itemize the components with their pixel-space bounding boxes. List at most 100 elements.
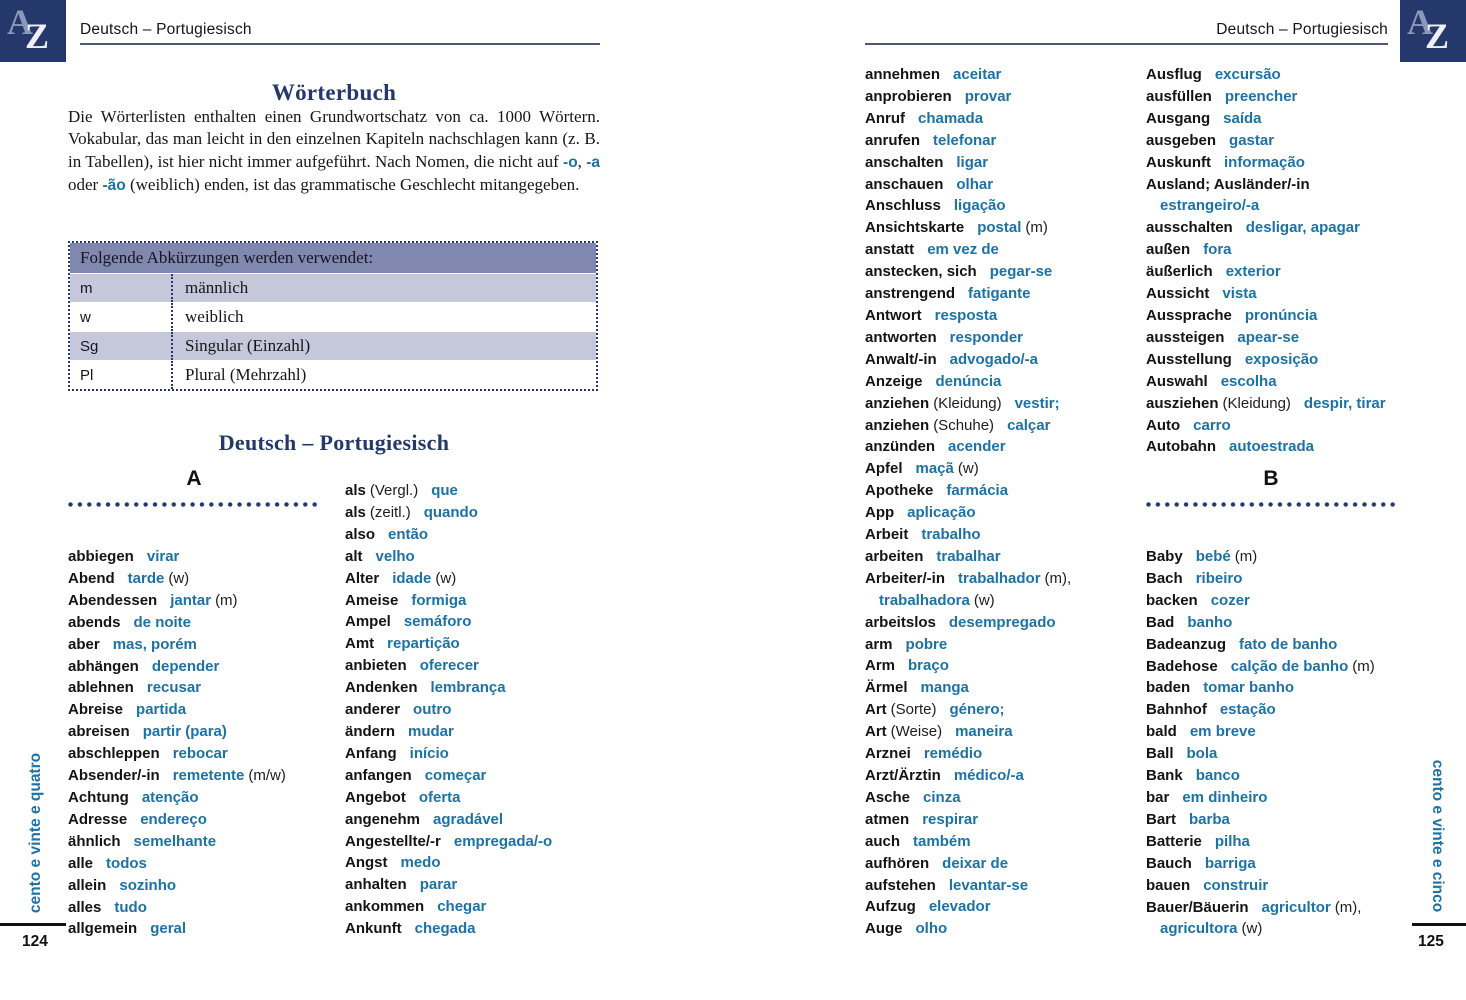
dictionary-entry: Bauer/Bäuerin agricultor (m), <box>1146 897 1402 919</box>
german-word: abends <box>68 613 121 631</box>
dictionary-entry: außen fora <box>1146 239 1402 261</box>
dictionary-entry: ablehnen recusar <box>68 677 320 699</box>
german-word: anfangen <box>345 766 412 784</box>
portuguese-translation: chegada <box>414 920 476 938</box>
dictionary-entry: Arzt/Ärztin médico/-a <box>865 765 1121 787</box>
german-word: anrufen <box>865 131 921 149</box>
portuguese-translation: recusar <box>146 679 202 697</box>
dictionary-entry: Arbeiter/-in trabalhador (m), <box>865 568 1121 590</box>
portuguese-translation: estação <box>1219 701 1276 719</box>
portuguese-translation: agradável <box>433 810 504 828</box>
dictionary-entry: äußerlich exterior <box>1146 261 1402 283</box>
german-word: abhängen <box>68 657 139 675</box>
portuguese-translation: bola <box>1186 745 1218 763</box>
logo-letter-z: Z <box>25 16 50 56</box>
german-word: allgemein <box>68 920 138 938</box>
dictionary-entry: atmen respirar <box>865 809 1121 831</box>
meaning-cell: Plural (Mehrzahl) <box>185 365 307 384</box>
abbr-cell: Pl <box>70 361 173 389</box>
portuguese-translation: responder <box>949 328 1024 346</box>
german-word: Ankunft <box>345 920 402 938</box>
portuguese-translation: vista <box>1222 285 1257 303</box>
portuguese-translation: chamada <box>918 109 984 127</box>
german-word: ablehnen <box>68 679 134 697</box>
abbr-cell: m <box>70 274 173 302</box>
dictionary-entry: Arznei remédio <box>865 743 1121 765</box>
dictionary-entry: auch também <box>865 831 1121 853</box>
portuguese-translation: velho <box>375 547 415 565</box>
german-word: Absender/-in <box>68 767 160 785</box>
dictionary-entry: Baby bebé (m) <box>1146 546 1402 568</box>
german-word: als <box>345 503 366 521</box>
portuguese-translation: tudo <box>114 898 147 916</box>
german-word: arm <box>865 635 893 653</box>
gender-suffix-accent: -o <box>563 153 578 171</box>
dictionary-entry: Andenken lembrança <box>345 677 601 699</box>
dictionary-entry: anbieten oferecer <box>345 655 601 677</box>
side-page-label-left: cento e vinte e quatro <box>27 752 44 914</box>
dictionary-entry: Abendessen jantar (m) <box>68 590 320 612</box>
german-word: Bank <box>1146 767 1183 785</box>
abbr-cell: w <box>70 303 173 331</box>
dictionary-entry: Abend tarde (w) <box>68 568 320 590</box>
meaning-cell: weiblich <box>185 307 244 326</box>
german-word: außen <box>1146 241 1191 259</box>
dictionary-entry: als (zeitl.) quando <box>345 502 601 524</box>
dictionary-entry: anzünden acender <box>865 436 1121 458</box>
portuguese-translation: maçã <box>915 460 954 478</box>
dictionary-entry: Ausland; Ausländer/-in <box>1146 174 1402 196</box>
portuguese-translation: apear-se <box>1237 328 1300 346</box>
german-word: Angebot <box>345 788 406 806</box>
dictionary-entry: Bahnhof estação <box>1146 699 1402 721</box>
gender-note: (w) <box>957 460 979 478</box>
dictionary-entry: Antwort resposta <box>865 305 1121 327</box>
dictionary-entry: aber mas, porém <box>68 634 320 656</box>
german-word: arbeiten <box>865 547 924 565</box>
usage-note: (Kleidung) <box>933 394 1002 412</box>
portuguese-translation: pobre <box>905 635 948 653</box>
german-word: bauen <box>1146 876 1191 894</box>
header-rule-left <box>80 43 600 45</box>
dictionary-entry: abhängen depender <box>68 656 320 678</box>
portuguese-translation: atenção <box>141 788 199 806</box>
logo-letter-z: Z <box>1425 16 1450 56</box>
dictionary-entry: alles tudo <box>68 897 320 919</box>
german-word: Autobahn <box>1146 438 1216 456</box>
usage-note: (Vergl.) <box>369 482 419 499</box>
portuguese-translation: maneira <box>955 723 1013 741</box>
german-word: antworten <box>865 328 937 346</box>
german-word: Alter <box>345 569 380 587</box>
german-word: Bach <box>1146 569 1183 587</box>
portuguese-translation: lembrança <box>430 679 506 697</box>
dictionary-entry: Apotheke farmácia <box>865 480 1121 502</box>
portuguese-translation: braço <box>908 657 949 675</box>
german-word: Auskunft <box>1146 153 1211 171</box>
german-word: anstatt <box>865 241 915 259</box>
portuguese-translation: barriga <box>1204 854 1256 872</box>
table-row: w weiblich <box>70 302 596 331</box>
word-column-right-2-b: Baby bebé (m) Bach ribeiro backen cozer Bad banh… <box>1146 546 1402 940</box>
portuguese-translation: resposta <box>934 306 998 324</box>
portuguese-translation: endereço <box>140 810 207 828</box>
dictionary-entry: annehmen aceitar <box>865 64 1121 86</box>
german-word: Bad <box>1146 613 1175 631</box>
german-word: allein <box>68 876 107 894</box>
dictionary-entry: allgemein geral <box>68 918 320 940</box>
portuguese-translation: semelhante <box>133 832 217 850</box>
portuguese-translation: início <box>409 744 449 762</box>
dictionary-entry: bald em breve <box>1146 721 1402 743</box>
gender-note: (m/w) <box>248 767 286 785</box>
german-word: Angestellte/-r <box>345 832 441 850</box>
portuguese-translation: agricultora <box>1160 920 1238 938</box>
dictionary-entry: Anruf chamada <box>865 108 1121 130</box>
portuguese-translation: jantar <box>170 591 212 609</box>
german-word: Ausgang <box>1146 109 1211 127</box>
portuguese-translation: mas, porém <box>112 635 197 653</box>
dictionary-entry: Art (Weise) maneira <box>865 721 1121 743</box>
abbreviations-table: Folgende Abkürzungen werden verwendet: m… <box>68 241 598 391</box>
dictionary-entry: ausschalten desligar, apagar <box>1146 217 1402 239</box>
usage-note: (zeitl.) <box>369 503 411 521</box>
german-word: alt <box>345 547 363 565</box>
portuguese-translation: de noite <box>133 613 192 631</box>
portuguese-translation: remédio <box>923 745 983 763</box>
